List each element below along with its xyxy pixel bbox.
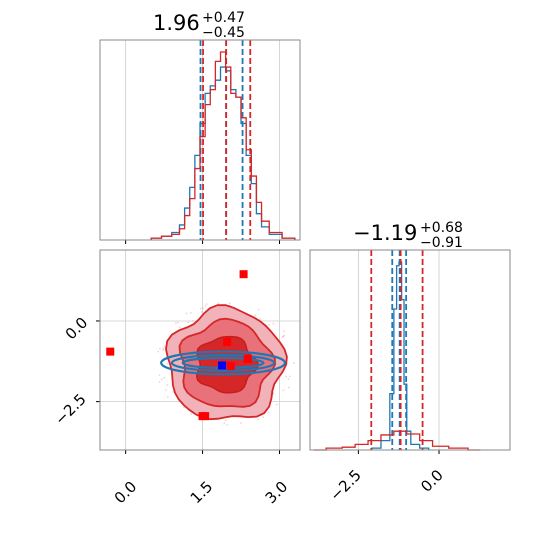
y-marginal-frame xyxy=(309,249,511,451)
joint-y-tick-label: 0.0 xyxy=(62,314,92,344)
x-marginal-panel xyxy=(99,39,301,244)
joint-sample-point xyxy=(166,396,169,398)
joint-sample-point xyxy=(287,386,290,389)
joint-x-tick-label: 1.5 xyxy=(187,478,217,508)
joint-blue-contour xyxy=(160,350,287,376)
x-marginal-frame xyxy=(99,39,301,241)
x-marginal-title-plus: +0.47 xyxy=(202,10,245,26)
joint-sample-point xyxy=(254,314,257,317)
joint-sample-point xyxy=(282,389,285,392)
joint-x-tick-label: 0.0 xyxy=(111,478,141,508)
joint-red-marker xyxy=(239,270,248,279)
joint-sample-point xyxy=(163,345,166,348)
joint-sample-point xyxy=(202,307,205,310)
joint-blue-marker xyxy=(218,361,227,370)
x-marginal-histogram-blue xyxy=(150,66,296,240)
x-marginal-title-minus: −0.45 xyxy=(202,25,245,41)
joint-sample-point xyxy=(267,411,270,414)
joint-sample-point xyxy=(272,392,275,395)
joint-sample-point xyxy=(275,403,278,406)
x-marginal-histogram-red xyxy=(150,51,296,240)
joint-blue-contour xyxy=(170,353,276,372)
joint-sample-point xyxy=(162,349,165,352)
joint-sample-point xyxy=(166,384,169,386)
joint-sample-point xyxy=(183,406,185,409)
joint-sample-point xyxy=(257,418,260,421)
joint-sample-point xyxy=(164,389,167,392)
joint-x-tick-label: 3.0 xyxy=(262,478,292,508)
joint-red-marker xyxy=(106,347,115,356)
y-marginal-title-minus: −0.91 xyxy=(420,235,463,251)
joint-sample-point xyxy=(160,378,163,381)
joint-sample-point xyxy=(187,321,190,324)
joint-sample-point xyxy=(283,334,286,337)
joint-sample-point xyxy=(190,413,193,416)
joint-sample-point xyxy=(259,318,262,320)
joint-sample-point xyxy=(174,322,177,325)
y-marginal-x-tick-label: −2.5 xyxy=(326,466,364,504)
joint-sample-point xyxy=(257,308,260,311)
y-marginal-title: −1.19 +0.68 −0.91 xyxy=(353,220,463,251)
y-marginal-panel xyxy=(309,249,511,454)
joint-sample-point xyxy=(293,362,296,364)
y-marginal-title-value: −1.19 xyxy=(353,221,417,245)
y-marginal-x-tick-labels: −2.5 0.0 xyxy=(326,466,446,504)
joint-x-tick-labels: 0.0 1.5 3.0 xyxy=(111,478,292,508)
joint-sample-point xyxy=(285,375,288,378)
joint-sample-point xyxy=(158,381,161,383)
joint-sample-point xyxy=(166,362,169,365)
joint-sample-point xyxy=(283,330,285,333)
joint-red-marker xyxy=(223,337,232,346)
joint-sample-point xyxy=(163,376,166,379)
joint-sample-point xyxy=(204,305,207,307)
x-marginal-title-value: 1.96 xyxy=(153,11,200,35)
joint-sample-point xyxy=(157,350,160,353)
joint-y-tick-label: −2.5 xyxy=(51,390,89,428)
y-marginal-title-plus: +0.68 xyxy=(420,220,463,236)
joint-sample-point xyxy=(224,419,227,422)
joint-sample-point xyxy=(223,422,226,425)
joint-sample-point xyxy=(162,347,165,350)
joint-sample-point xyxy=(200,311,203,313)
joint-sample-point xyxy=(240,422,242,424)
joint-sample-point xyxy=(171,391,174,393)
joint-y-tick-labels: 0.0 −2.5 xyxy=(51,314,91,429)
joint-sample-point xyxy=(288,375,291,378)
y-marginal-x-tick-label: 0.0 xyxy=(417,466,447,496)
joint-sample-point xyxy=(226,424,229,426)
joint-sample-point xyxy=(199,307,202,310)
joint-red-marker xyxy=(201,412,210,421)
joint-sample-point xyxy=(287,377,290,380)
joint-sample-point xyxy=(158,347,161,350)
joint-sample-point xyxy=(178,326,181,329)
joint-sample-point xyxy=(158,374,161,377)
joint-sample-point xyxy=(268,323,271,326)
joint-red-marker xyxy=(226,362,235,371)
joint-sample-point xyxy=(176,321,179,324)
joint-sample-point xyxy=(262,416,265,419)
joint-sample-point xyxy=(217,302,220,305)
y-marginal-histogram-red xyxy=(313,430,481,451)
joint-sample-point xyxy=(272,322,275,325)
joint-sample-point xyxy=(192,320,194,322)
joint-red-marker xyxy=(243,355,252,364)
joint-frame xyxy=(99,249,301,451)
joint-sample-point xyxy=(185,312,188,315)
joint-sample-point xyxy=(205,303,208,305)
joint-sample-point xyxy=(282,336,285,338)
joint-panel xyxy=(96,249,301,454)
joint-sample-point xyxy=(189,311,192,314)
joint-sample-point xyxy=(228,302,231,305)
x-marginal-title: 1.96 +0.47 −0.45 xyxy=(153,10,245,41)
